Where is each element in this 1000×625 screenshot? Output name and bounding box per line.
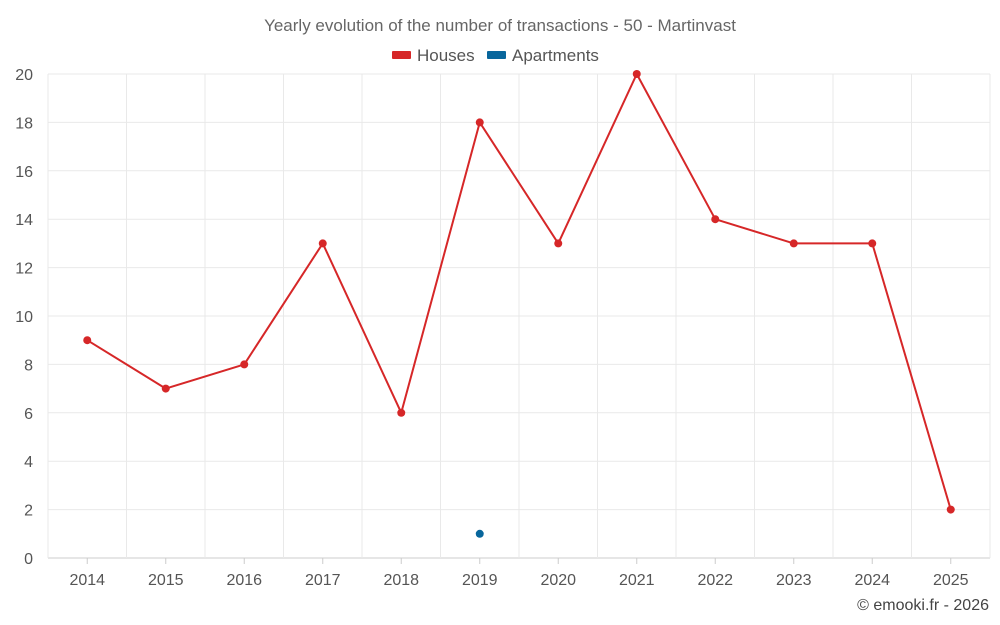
data-point-houses-2015[interactable] [161, 384, 170, 393]
data-point-houses-2018[interactable] [397, 408, 406, 417]
y-tick-label: 10 [15, 309, 33, 326]
data-point-houses-2021[interactable] [632, 70, 641, 78]
legend-swatch-apartments [487, 51, 506, 59]
x-tick-label: 2015 [148, 572, 184, 589]
x-tick-label: 2021 [619, 572, 655, 589]
data-point-houses-2025[interactable] [946, 505, 955, 514]
y-tick-label: 18 [15, 115, 33, 132]
y-tick-label: 14 [15, 212, 33, 229]
y-tick-label: 16 [15, 164, 33, 181]
y-tick-label: 0 [24, 551, 33, 568]
data-point-apartments-2019[interactable] [475, 529, 484, 538]
data-point-houses-2016[interactable] [240, 360, 249, 369]
legend-item-apartments[interactable]: Apartments [487, 46, 599, 65]
series-line-houses [86, 73, 952, 510]
y-axis: 0 2 4 6 8 10 12 14 16 18 20 [15, 67, 33, 568]
x-tick-label: 2024 [854, 572, 890, 589]
legend-swatch-houses [392, 51, 411, 59]
x-tick-label: 2020 [540, 572, 576, 589]
series-apartments [475, 529, 484, 538]
data-point-houses-2014[interactable] [83, 336, 92, 345]
y-tick-label: 6 [24, 406, 33, 423]
legend-label-apartments: Apartments [512, 46, 599, 65]
data-point-houses-2023[interactable] [789, 239, 798, 248]
chart-title: Yearly evolution of the number of transa… [264, 16, 736, 35]
y-tick-label: 8 [24, 357, 33, 374]
x-tick-label: 2018 [383, 572, 419, 589]
y-tick-label: 2 [24, 503, 33, 520]
y-tick-label: 12 [15, 261, 33, 278]
x-axis: 2014 2015 2016 2017 2018 2019 2020 2021 2022 2023… [69, 558, 969, 589]
series-houses [83, 70, 955, 514]
data-point-houses-2022[interactable] [711, 215, 720, 224]
series-layer [83, 70, 955, 538]
x-tick-label: 2022 [697, 572, 733, 589]
data-point-houses-2020[interactable] [554, 239, 563, 248]
y-tick-label: 4 [24, 454, 33, 471]
legend[interactable]: Houses Apartments [392, 46, 599, 65]
x-tick-label: 2017 [305, 572, 341, 589]
x-tick-label: 2023 [776, 572, 812, 589]
x-tick-label: 2025 [933, 572, 969, 589]
grid-lines [47, 73, 991, 559]
data-point-houses-2024[interactable] [868, 239, 877, 248]
x-tick-label: 2019 [462, 572, 498, 589]
footer-credit: © emooki.fr - 2026 [857, 597, 989, 614]
x-tick-label: 2016 [226, 572, 262, 589]
x-tick-label: 2014 [69, 572, 105, 589]
data-point-houses-2019[interactable] [475, 118, 484, 127]
legend-label-houses: Houses [417, 46, 475, 65]
y-tick-label: 20 [15, 67, 33, 84]
legend-item-houses[interactable]: Houses [392, 46, 475, 65]
data-point-houses-2017[interactable] [318, 239, 327, 248]
